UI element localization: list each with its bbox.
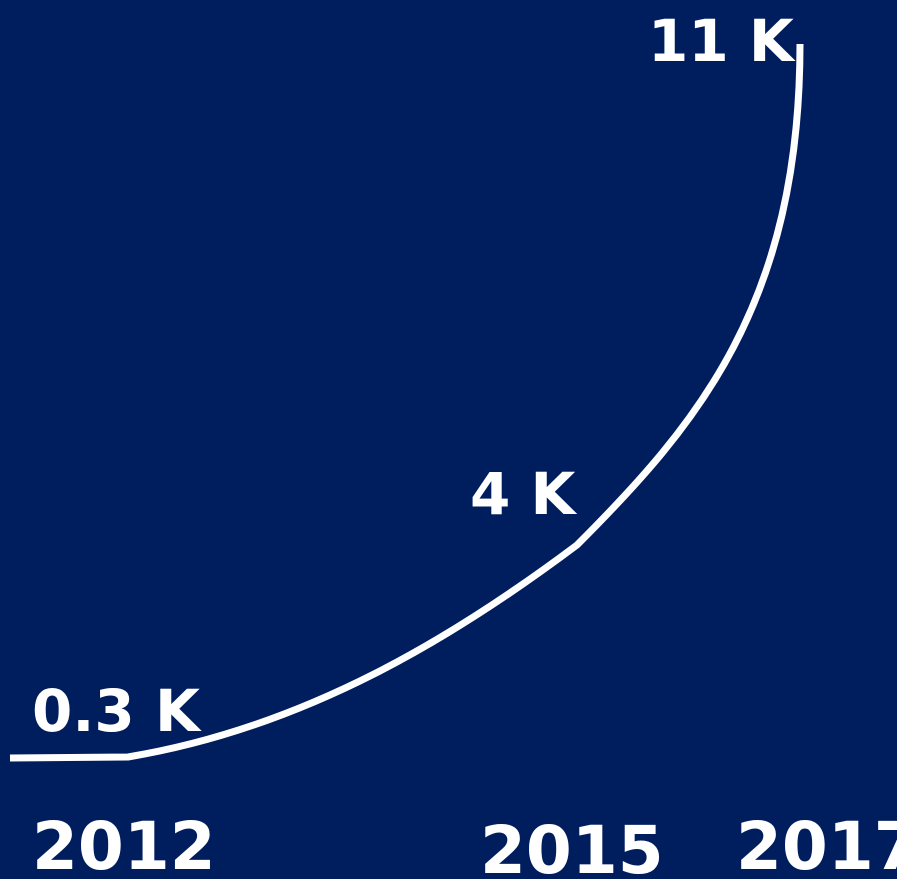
x-tick-2015: 2015 [480, 812, 664, 879]
data-label-2017: 11 K [648, 7, 796, 75]
x-axis-tick-labels: 2012 2015 2017 [32, 808, 897, 879]
x-tick-2017: 2017 [736, 808, 897, 879]
data-label-2012: 0.3 K [32, 677, 202, 745]
x-tick-2012: 2012 [32, 808, 216, 879]
series-line [9, 43, 804, 762]
data-label-2015: 4 K [470, 460, 578, 528]
data-labels: 0.3 K 4 K 11 K [32, 7, 796, 745]
